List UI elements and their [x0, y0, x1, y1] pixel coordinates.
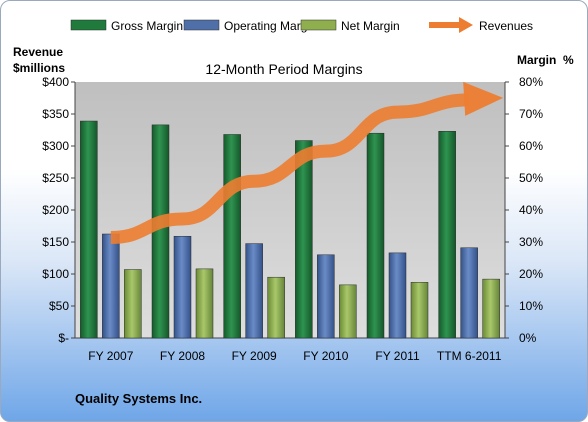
- revenues-arrowhead: [463, 81, 504, 116]
- bar-gross-margin: [366, 132, 385, 339]
- legend: Gross Margin Operating Margin Net Margin Re…: [70, 17, 533, 33]
- left-tick-label: $400: [42, 75, 69, 89]
- right-axis-ticks: 0% 10% 20% 30% 40% 50% 60% 70% 80%: [505, 75, 543, 345]
- x-tick-label: FY 2011: [375, 349, 420, 363]
- bar-operating-margin: [245, 243, 263, 339]
- left-axis-title-line2: $millions: [13, 61, 65, 75]
- left-tick-label: $350: [42, 107, 69, 121]
- x-tick-label: FY 2008: [160, 349, 205, 363]
- bar-net-margin: [267, 276, 285, 339]
- left-tick-label: $200: [42, 203, 69, 217]
- legend-key-operating-margin: [183, 19, 220, 31]
- revenues-line: [110, 93, 470, 245]
- bar-operating-margin: [173, 235, 192, 339]
- right-tick-label: 80%: [519, 75, 543, 89]
- bar-net-margin: [195, 268, 214, 339]
- bar-gross-margin: [80, 120, 98, 339]
- legend-label-operating-margin: Operating Margin: [224, 19, 317, 33]
- left-tick-label: $50: [49, 299, 69, 313]
- x-tick-label: TTM 6-2011: [437, 349, 502, 363]
- left-tick-label: $-: [58, 331, 69, 345]
- bar-net-margin: [339, 284, 357, 339]
- legend-label-net-margin: Net Margin: [341, 19, 400, 33]
- bar-net-margin: [482, 278, 500, 339]
- plot-area: [75, 82, 505, 338]
- right-tick-label: 50%: [519, 171, 543, 185]
- bar-operating-margin: [102, 233, 120, 339]
- right-tick-label: 70%: [519, 107, 543, 121]
- x-tick-label: FY 2007: [88, 349, 133, 363]
- bar-operating-margin: [460, 247, 478, 339]
- legend-key-arrow: [459, 17, 473, 33]
- left-tick-label: $300: [42, 139, 69, 153]
- bar-gross-margin: [223, 134, 241, 339]
- bar-operating-margin: [317, 254, 335, 339]
- right-tick-label: 10%: [519, 299, 543, 313]
- bar-gross-margin: [295, 140, 313, 339]
- right-tick-label: 60%: [519, 139, 543, 153]
- right-tick-label: 30%: [519, 235, 543, 249]
- left-tick-label: $150: [42, 235, 69, 249]
- revenue-line-layer: [110, 81, 504, 245]
- legend-key-net-margin: [300, 19, 337, 31]
- right-tick-label: 40%: [519, 203, 543, 217]
- legend-key-gross-margin: [70, 19, 107, 31]
- legend-label-gross-margin: Gross Margin: [111, 19, 183, 33]
- bar-operating-margin: [388, 252, 407, 339]
- x-axis-ticks: FY 2007 FY 2008 FY 2009 FY 2010 FY 2011 TTM 6…: [88, 349, 501, 363]
- left-axis-ticks: $- $50 $100 $150 $200 $250 $300 $350 $400: [42, 75, 75, 345]
- left-tick-label: $250: [42, 171, 69, 185]
- left-axis-title-line1: Revenue: [13, 45, 63, 59]
- company-name: Quality Systems Inc.: [75, 391, 202, 406]
- bar-net-margin: [124, 269, 142, 339]
- bar-net-margin: [410, 282, 429, 339]
- x-tick-label: FY 2009: [232, 349, 277, 363]
- x-tick-label: FY 2010: [303, 349, 348, 363]
- chart-title: 12-Month Period Margins: [205, 61, 362, 77]
- right-tick-label: 20%: [519, 267, 543, 281]
- right-tick-label: 0%: [519, 331, 537, 345]
- right-axis-title: Margin %: [517, 53, 574, 67]
- left-tick-label: $100: [42, 267, 69, 281]
- bar-gross-margin: [438, 131, 456, 339]
- legend-label-revenues: Revenues: [479, 19, 533, 33]
